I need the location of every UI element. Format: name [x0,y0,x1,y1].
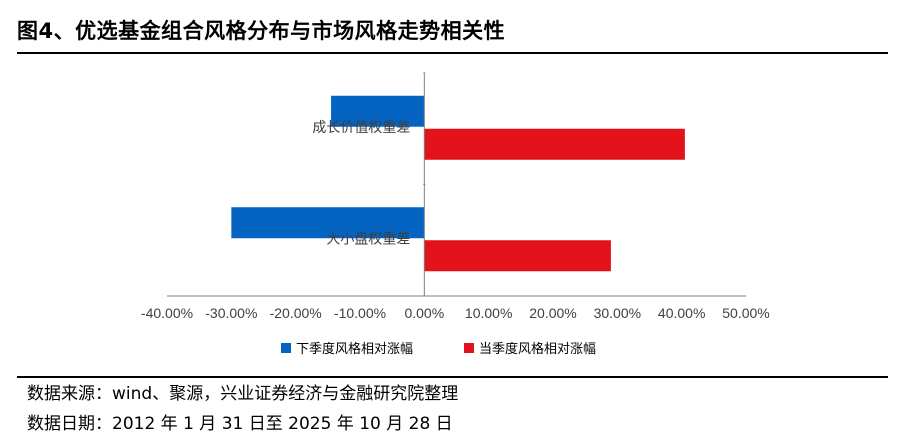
bar-next-quarter-0 [331,95,425,127]
x-tick-label: 0.00% [404,305,444,321]
source-note: 数据来源：wind、聚源，兴业证券经济与金融研究院整理 [27,384,459,404]
x-tick-label: 30.00% [594,305,641,321]
chart-title: 图4、优选基金组合风格分布与市场风格走势相关性 [17,19,506,43]
x-tick-label: -40.00% [141,305,193,321]
legend-item-next-quarter: 下季度风格相对涨幅 [281,338,413,357]
x-tick-label: -10.00% [334,305,386,321]
legend-label-current-quarter: 当季度风格相对涨幅 [479,342,597,357]
x-tick-label: 40.00% [658,305,705,321]
category-label: 成长价值权重差 [312,120,410,136]
legend-swatch-next-quarter [281,342,291,353]
legend-label-next-quarter: 下季度风格相对涨幅 [296,342,414,357]
legend-item-current-quarter: 当季度风格相对涨幅 [464,338,596,357]
title-rule [17,52,888,54]
x-tick-label: -30.00% [205,305,257,321]
bar-current-quarter-1 [424,240,611,272]
x-tick-label: 20.00% [529,305,576,321]
category-label: 大小盘权重差 [326,230,410,247]
x-tick-label: 10.00% [465,305,512,321]
legend-swatch-current-quarter [464,342,474,353]
date-note: 数据日期：2012 年 1 月 31 日至 2025 年 10 月 28 日 [27,414,453,434]
bar-next-quarter-1 [231,207,425,239]
x-tick-label: 50.00% [722,305,769,321]
bar-current-quarter-0 [424,128,685,160]
x-tick-label: -20.00% [270,305,322,321]
footer-rule [17,376,888,378]
